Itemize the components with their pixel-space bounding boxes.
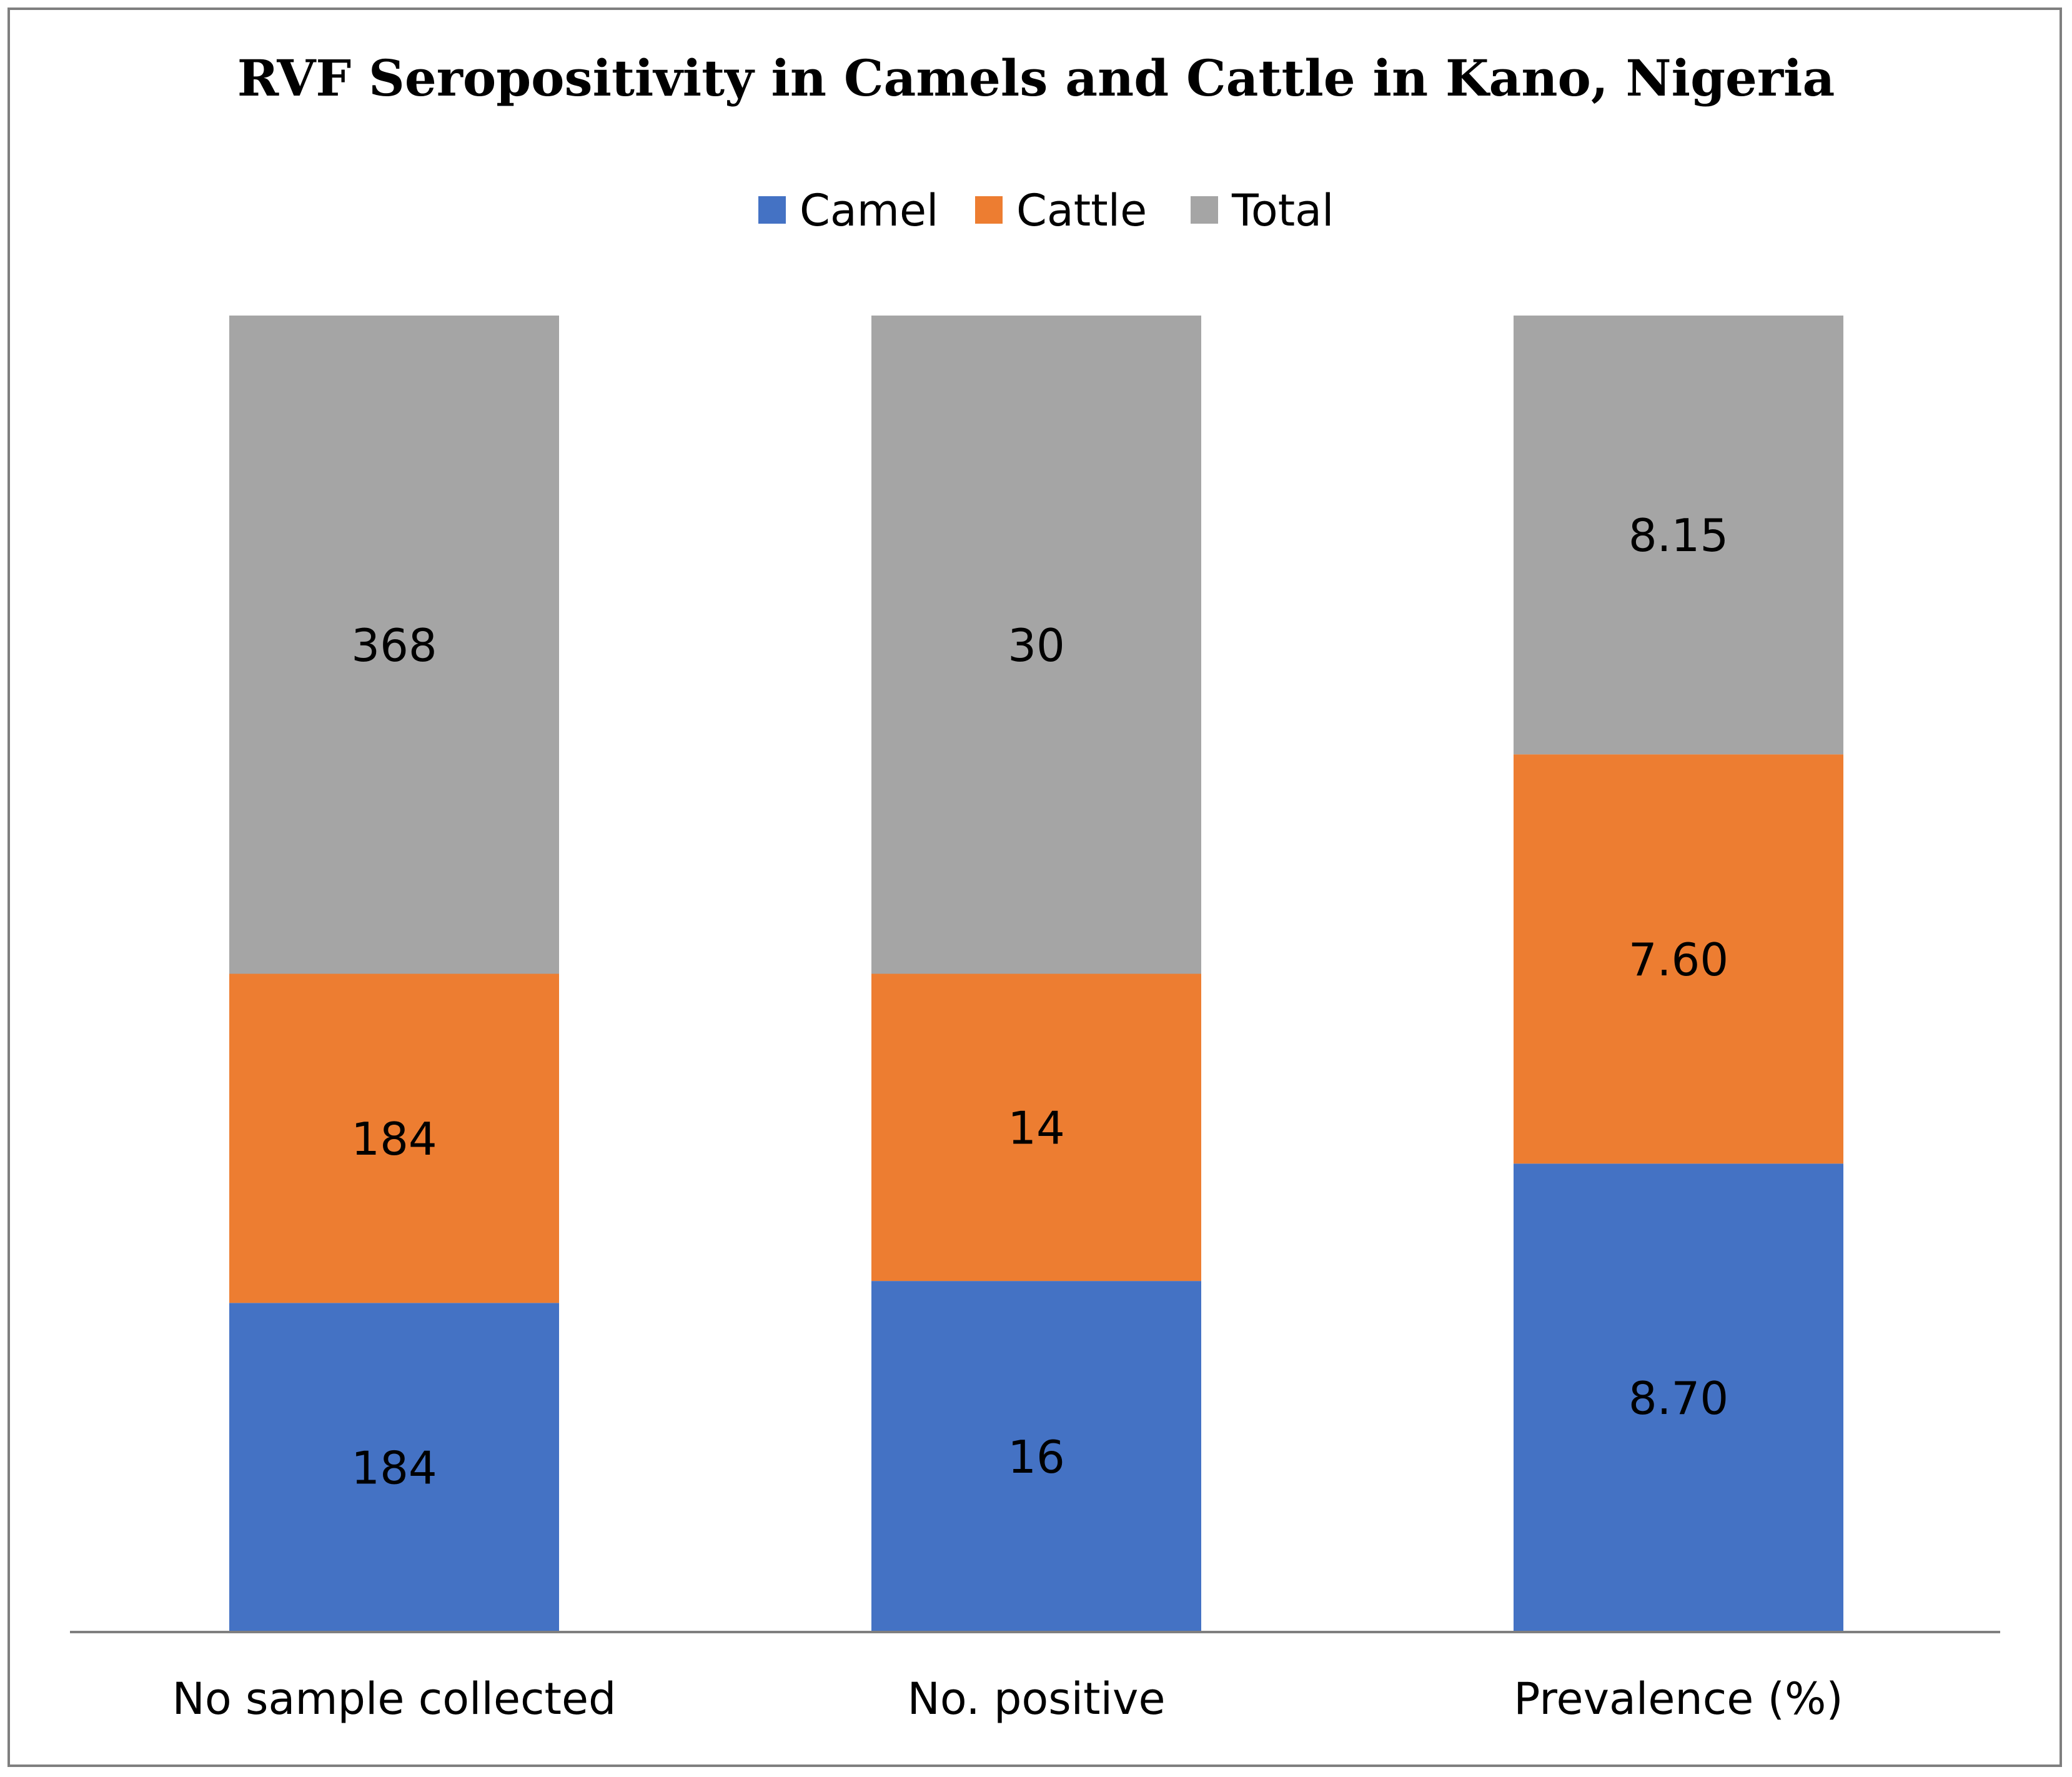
bar-camel-no-positive xyxy=(871,1281,1201,1632)
bar-cattle-no-positive xyxy=(871,973,1201,1282)
data-label-total-prevalence: 8.15 xyxy=(1628,509,1728,562)
data-label-total-no-sample-collected: 368 xyxy=(351,619,437,672)
legend-swatch-total xyxy=(1191,196,1218,224)
chart-title: RVF Seropositivity in Camels and Cattle … xyxy=(237,49,1835,107)
bar-total-no-sample-collected xyxy=(229,316,559,974)
legend-label-cattle: Cattle xyxy=(1016,185,1147,236)
data-label-camel-no-sample-collected: 184 xyxy=(351,1442,437,1495)
data-label-camel-prevalence: 8.70 xyxy=(1628,1372,1728,1425)
legend-swatch-cattle xyxy=(975,196,1003,224)
x-tick-label-prevalence: Prevalence (%) xyxy=(1514,1673,1843,1725)
bar-total-prevalence xyxy=(1514,316,1843,755)
x-tick-label-no-positive: No. positive xyxy=(907,1673,1165,1725)
bar-total-no-positive xyxy=(871,316,1201,974)
bar-camel-prevalence xyxy=(1514,1163,1843,1632)
bar-cattle-no-sample-collected xyxy=(229,973,559,1303)
bar-camel-no-sample-collected xyxy=(229,1303,559,1632)
data-label-cattle-no-sample-collected: 184 xyxy=(351,1113,437,1165)
data-label-camel-no-positive: 16 xyxy=(1008,1431,1065,1483)
legend-swatch-camel xyxy=(758,196,786,224)
x-tick-labels: No sample collected No. positive Prevalenc… xyxy=(172,1673,1843,1725)
data-label-cattle-prevalence: 7.60 xyxy=(1628,933,1728,986)
legend-label-camel: Camel xyxy=(800,185,938,236)
data-label-total-no-positive: 30 xyxy=(1008,619,1065,672)
data-label-cattle-no-positive: 14 xyxy=(1008,1102,1065,1154)
legend: Camel Cattle Total xyxy=(758,185,1334,236)
bars: 184 184 368 16 14 30 8.70 7.60 8.15 xyxy=(229,316,1843,1632)
bar-cattle-prevalence xyxy=(1514,754,1843,1164)
legend-label-total: Total xyxy=(1231,185,1334,236)
x-tick-label-no-sample-collected: No sample collected xyxy=(172,1673,617,1725)
